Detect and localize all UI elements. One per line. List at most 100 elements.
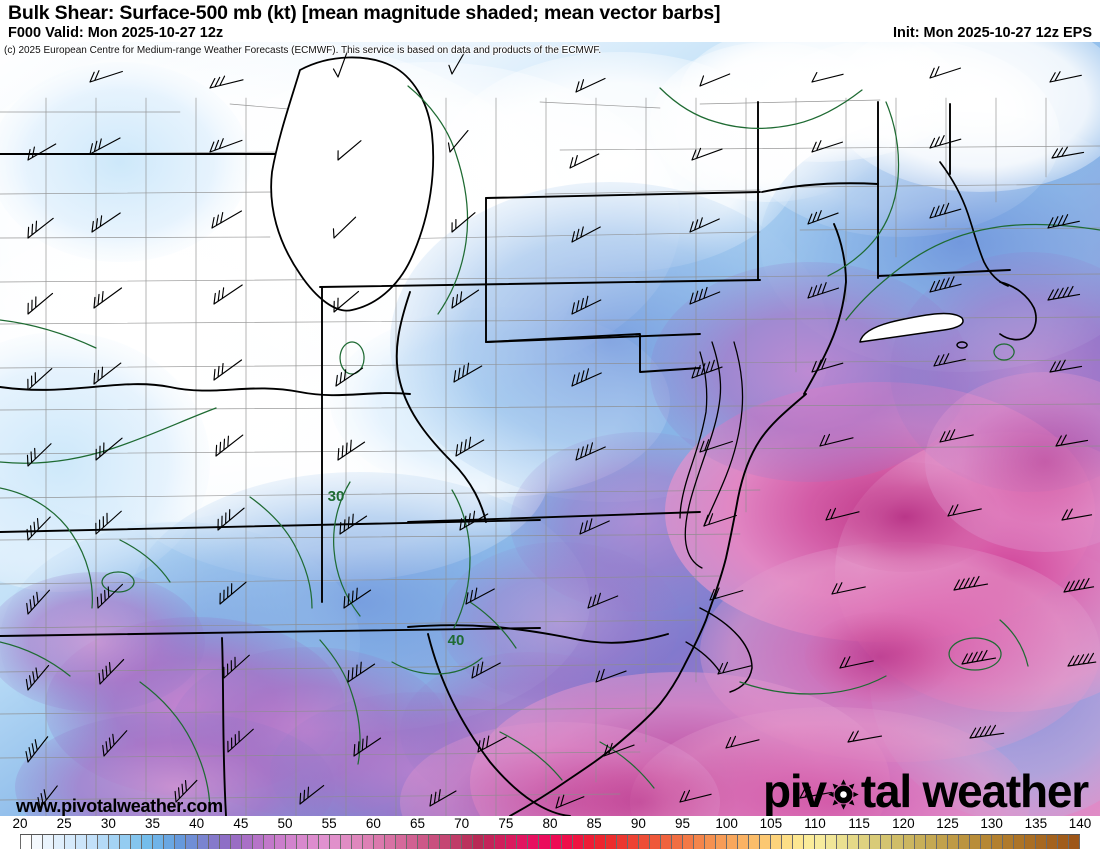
colorbar-cell (385, 835, 397, 849)
colorbar-cell (1024, 835, 1036, 849)
colorbar-tick-45: 45 (233, 816, 249, 831)
colorbar-cell (704, 835, 716, 849)
logo-text-part2: tal weather (860, 765, 1089, 817)
colorbar-tick-95: 95 (674, 816, 691, 831)
colorbar-cell (131, 835, 143, 849)
colorbar-cell (219, 835, 231, 849)
colorbar[interactable]: 20 25 30 35 40 45 50 55 60 65 70 75 80 85 90 95 100 105 11… (0, 816, 1100, 850)
colorbar-cell (164, 835, 176, 849)
colorbar-cell (980, 835, 992, 849)
gear-icon (827, 778, 860, 811)
colorbar-cell (771, 835, 783, 849)
colorbar-cell (991, 835, 1003, 849)
colorbar-cell (1035, 835, 1047, 849)
ecmwf-attribution: (c) 2025 European Centre for Medium-rang… (4, 45, 602, 56)
colorbar-cell (738, 835, 750, 849)
colorbar-cell (947, 835, 959, 849)
colorbar-tick-35: 35 (144, 816, 161, 831)
colorbar-cell (583, 835, 595, 849)
colorbar-cell (32, 835, 44, 849)
colorbar-tick-20: 20 (12, 816, 28, 831)
colorbar-cell (969, 835, 981, 849)
colorbar-tick-70: 70 (454, 816, 470, 831)
colorbar-cell (252, 835, 264, 849)
colorbar-cell (274, 835, 286, 849)
colorbar-cell (175, 835, 187, 849)
colorbar-cell (936, 835, 948, 849)
contour-label-40: 40 (448, 632, 465, 649)
colorbar-cell (307, 835, 319, 849)
pivotal-weather-logo: piv tal weather (763, 765, 1089, 817)
map-geography-layer (0, 56, 1100, 816)
colorbar-cell (484, 835, 496, 849)
colorbar-tick-105: 105 (759, 816, 783, 831)
colorbar-tick-60: 60 (365, 816, 381, 831)
colorbar-cell (903, 835, 915, 849)
colorbar-tick-115: 115 (848, 816, 870, 831)
colorbar-cell (760, 835, 772, 849)
colorbar-cell (837, 835, 849, 849)
colorbar-cell (296, 835, 308, 849)
colorbar-cell (340, 835, 352, 849)
colorbar-cell (638, 835, 650, 849)
colorbar-cell (693, 835, 705, 849)
colorbar-cell (142, 835, 154, 849)
colorbar-cell (396, 835, 408, 849)
colorbar-tick-30: 30 (100, 816, 116, 831)
colorbar-swatches[interactable] (20, 834, 1080, 849)
colorbar-cell (109, 835, 121, 849)
colorbar-cell (550, 835, 562, 849)
colorbar-cell (1002, 835, 1014, 849)
colorbar-tick-120: 120 (892, 816, 915, 831)
colorbar-cell (462, 835, 474, 849)
colorbar-tick-100: 100 (715, 816, 738, 831)
colorbar-cell (1068, 835, 1080, 849)
colorbar-cell (616, 835, 628, 849)
header-bar: Bulk Shear: Surface-500 mb (kt) [mean ma… (0, 0, 1100, 42)
colorbar-cell (285, 835, 297, 849)
colorbar-tick-25: 25 (56, 816, 72, 831)
site-url-watermark: www.pivotalweather.com (16, 796, 223, 816)
colorbar-cell (572, 835, 584, 849)
colorbar-cell (418, 835, 430, 849)
colorbar-cell (20, 835, 33, 849)
colorbar-cell (473, 835, 485, 849)
colorbar-cell (241, 835, 253, 849)
colorbar-cell (374, 835, 386, 849)
colorbar-cell (793, 835, 805, 849)
colorbar-cell (440, 835, 452, 849)
colorbar-cell (539, 835, 551, 849)
colorbar-tick-110: 110 (804, 816, 826, 831)
colorbar-cell (660, 835, 672, 849)
colorbar-tick-125: 125 (936, 816, 959, 831)
page-title: Bulk Shear: Surface-500 mb (kt) [mean ma… (8, 2, 721, 24)
colorbar-tick-labels: 20 25 30 35 40 45 50 55 60 65 70 75 80 85 90 95 100 105 11… (0, 816, 1100, 833)
colorbar-cell (804, 835, 816, 849)
colorbar-cell (671, 835, 683, 849)
colorbar-tick-80: 80 (542, 816, 558, 831)
colorbar-cell (914, 835, 926, 849)
colorbar-cell (362, 835, 374, 849)
colorbar-cell (186, 835, 198, 849)
colorbar-cell (782, 835, 794, 849)
colorbar-cell (649, 835, 661, 849)
colorbar-cell (682, 835, 694, 849)
map-shading-layer (0, 42, 1100, 816)
colorbar-cell (329, 835, 341, 849)
colorbar-cell (506, 835, 518, 849)
colorbar-cell (153, 835, 165, 849)
colorbar-cell (749, 835, 761, 849)
colorbar-cell (451, 835, 463, 849)
colorbar-cell (495, 835, 507, 849)
colorbar-cell (407, 835, 419, 849)
colorbar-cell (561, 835, 573, 849)
map-canvas[interactable]: 30 40 (0, 42, 1100, 816)
colorbar-cell (815, 835, 827, 849)
colorbar-cell (528, 835, 540, 849)
colorbar-cell (859, 835, 871, 849)
county-lines (0, 97, 1100, 816)
colorbar-cell (605, 835, 617, 849)
contour-lines (0, 85, 1100, 813)
colorbar-cell (715, 835, 727, 849)
colorbar-tick-50: 50 (277, 816, 293, 831)
